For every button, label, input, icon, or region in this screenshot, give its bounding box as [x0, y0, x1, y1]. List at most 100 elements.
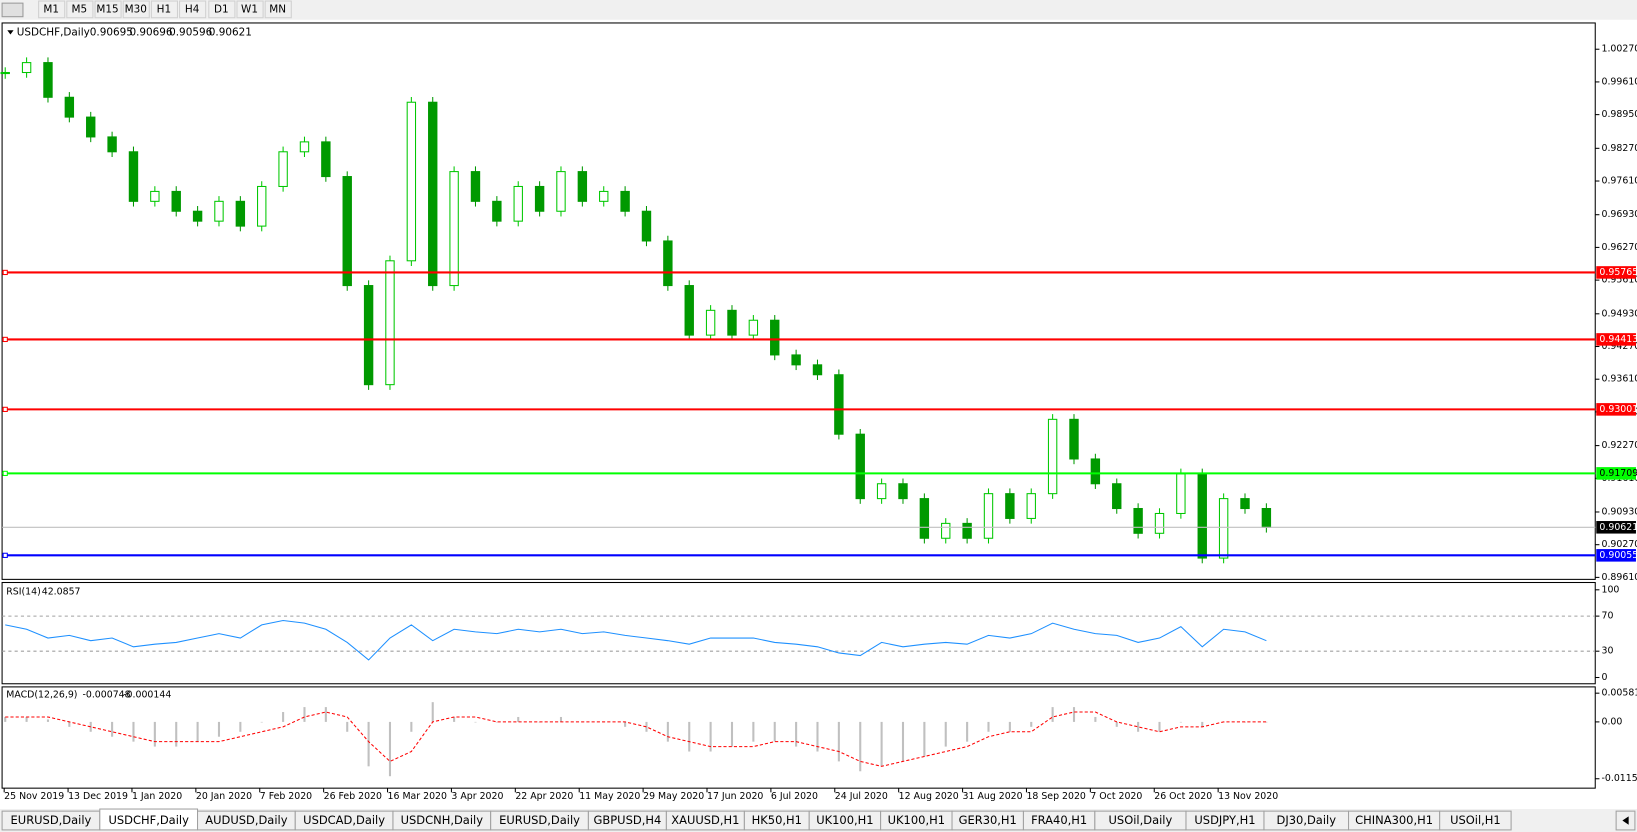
- timeframe-button[interactable]: [179, 0, 207, 19]
- x-tick-label: 7 Oct 2020: [1090, 791, 1142, 802]
- x-tick-label: 31 Aug 2020: [963, 791, 1023, 802]
- timeframe-label[interactable]: MN: [269, 3, 286, 15]
- macd-bar: [773, 721, 776, 742]
- tab-label[interactable]: HK50,H1: [752, 813, 802, 827]
- timeframe-label[interactable]: W1: [241, 3, 258, 15]
- x-tick-label: 12 Aug 2020: [899, 791, 959, 802]
- level-handle: [2, 336, 8, 343]
- x-tick-label: 6 Jul 2020: [771, 791, 818, 802]
- macd-bar: [132, 721, 135, 742]
- x-tick-label: 24 Jul 2020: [835, 791, 888, 802]
- tab-label[interactable]: FRA40,H1: [1031, 813, 1087, 827]
- timeframe-label[interactable]: M15: [96, 3, 118, 15]
- macd-bar: [4, 716, 7, 722]
- macd-tick-label: -0.011514: [1602, 773, 1637, 784]
- tab-label[interactable]: UK100,H1: [888, 813, 945, 827]
- timeframe-label[interactable]: M5: [72, 3, 88, 15]
- y-tick-label: 0.98950: [1602, 109, 1637, 120]
- y-tick-label: 0.89610: [1602, 572, 1637, 583]
- timeframe-button[interactable]: [208, 0, 236, 19]
- level-label-bg: [1596, 403, 1636, 416]
- y-tick-label: 0.95610: [1602, 275, 1637, 286]
- timeframe-button[interactable]: [66, 0, 94, 19]
- candle-body: [534, 185, 545, 212]
- macd-bar: [1201, 721, 1204, 727]
- x-tick-label: 22 Apr 2020: [515, 791, 573, 802]
- candle-body: [727, 309, 737, 336]
- current-price-label: 0.90621: [1599, 522, 1637, 533]
- tab-label[interactable]: EURUSD,Daily: [499, 813, 580, 827]
- timeframe-label[interactable]: M1: [43, 3, 59, 15]
- tab-label[interactable]: USOil,Daily: [1109, 813, 1173, 827]
- x-tick-label: 11 May 2020: [579, 791, 640, 802]
- tab-label[interactable]: EURUSD,Daily: [11, 813, 92, 827]
- candle-body: [941, 522, 951, 539]
- macd-bar: [1030, 721, 1033, 727]
- level-label-bg: [1596, 467, 1636, 480]
- tab-label[interactable]: CHINA300,H1: [1355, 813, 1433, 827]
- y-tick-label: 0.90930: [1602, 506, 1637, 517]
- timeframe-label[interactable]: H1: [157, 3, 171, 15]
- x-tick-label: 3 Apr 2020: [451, 791, 503, 802]
- macd-bar: [730, 721, 734, 747]
- candle-body: [363, 285, 374, 386]
- tab-label[interactable]: USDCHF,Daily: [108, 813, 189, 827]
- macd-bar: [282, 712, 285, 722]
- tab-label[interactable]: DJ30,Daily: [1277, 813, 1337, 827]
- tab-label[interactable]: USDCAD,Daily: [303, 813, 385, 827]
- symbol-title: USDCHF,Daily: [17, 26, 90, 38]
- candle-body: [1176, 473, 1186, 514]
- candle-body: [834, 374, 844, 435]
- macd-bar: [666, 721, 669, 742]
- candle-body: [556, 171, 566, 212]
- candle-body: [1240, 498, 1250, 510]
- tab-label[interactable]: GER30,H1: [959, 813, 1017, 827]
- macd-bar: [624, 721, 627, 727]
- macd-bar: [880, 721, 883, 767]
- macd-bar: [303, 707, 306, 722]
- tab[interactable]: [1439, 810, 1512, 831]
- candle-body: [470, 171, 481, 202]
- timeframe-label[interactable]: D1: [214, 3, 229, 15]
- candle-body: [0, 71, 10, 75]
- level-handle: [2, 269, 8, 276]
- macd-bar: [453, 716, 456, 722]
- macd-bar: [111, 721, 114, 737]
- rsi-tick-label: 100: [1602, 584, 1620, 595]
- candle-body: [855, 433, 865, 500]
- candle-body: [513, 185, 523, 222]
- macd-bar: [1115, 721, 1118, 727]
- macd-label: MACD(12,26,9): [6, 690, 77, 701]
- tab-label[interactable]: USDCNH,Daily: [401, 813, 484, 827]
- y-tick-label: 0.90270: [1602, 539, 1637, 550]
- rsi-tick-label: 0: [1602, 672, 1608, 683]
- rsi-value: 42.0857: [42, 586, 81, 597]
- macd-bar: [987, 721, 990, 732]
- tab-label[interactable]: GBPUSD,H4: [594, 813, 662, 827]
- candle-body: [235, 200, 246, 227]
- timeframe-button[interactable]: [38, 0, 66, 19]
- rsi-line: [5, 619, 1267, 661]
- ohlc-value: 0.90596: [169, 26, 212, 38]
- timeframe-button[interactable]: [94, 0, 122, 19]
- candle-body: [64, 96, 75, 118]
- timeframe-button[interactable]: [150, 0, 179, 19]
- macd-bar: [816, 721, 819, 752]
- timeframe-button[interactable]: [122, 0, 150, 19]
- timeframe-button[interactable]: [236, 0, 264, 19]
- tab-label[interactable]: AUDUSD,Daily: [205, 813, 287, 827]
- tab-label[interactable]: UK100,H1: [816, 813, 873, 827]
- timeframe-label[interactable]: M30: [125, 3, 147, 15]
- candle-body: [342, 176, 352, 287]
- tab-label[interactable]: XAUUSD,H1: [671, 813, 739, 827]
- macd-bar: [944, 721, 947, 747]
- tab-label[interactable]: USOil,H1: [1450, 813, 1501, 827]
- candle-body: [1197, 473, 1207, 559]
- candle-body: [684, 285, 694, 336]
- y-tick-label: 0.96270: [1602, 242, 1637, 253]
- timeframe-label[interactable]: H4: [185, 3, 200, 15]
- tab-label[interactable]: USDJPY,H1: [1194, 813, 1255, 827]
- macd-bar: [966, 721, 969, 742]
- timeframe-button[interactable]: [264, 0, 292, 19]
